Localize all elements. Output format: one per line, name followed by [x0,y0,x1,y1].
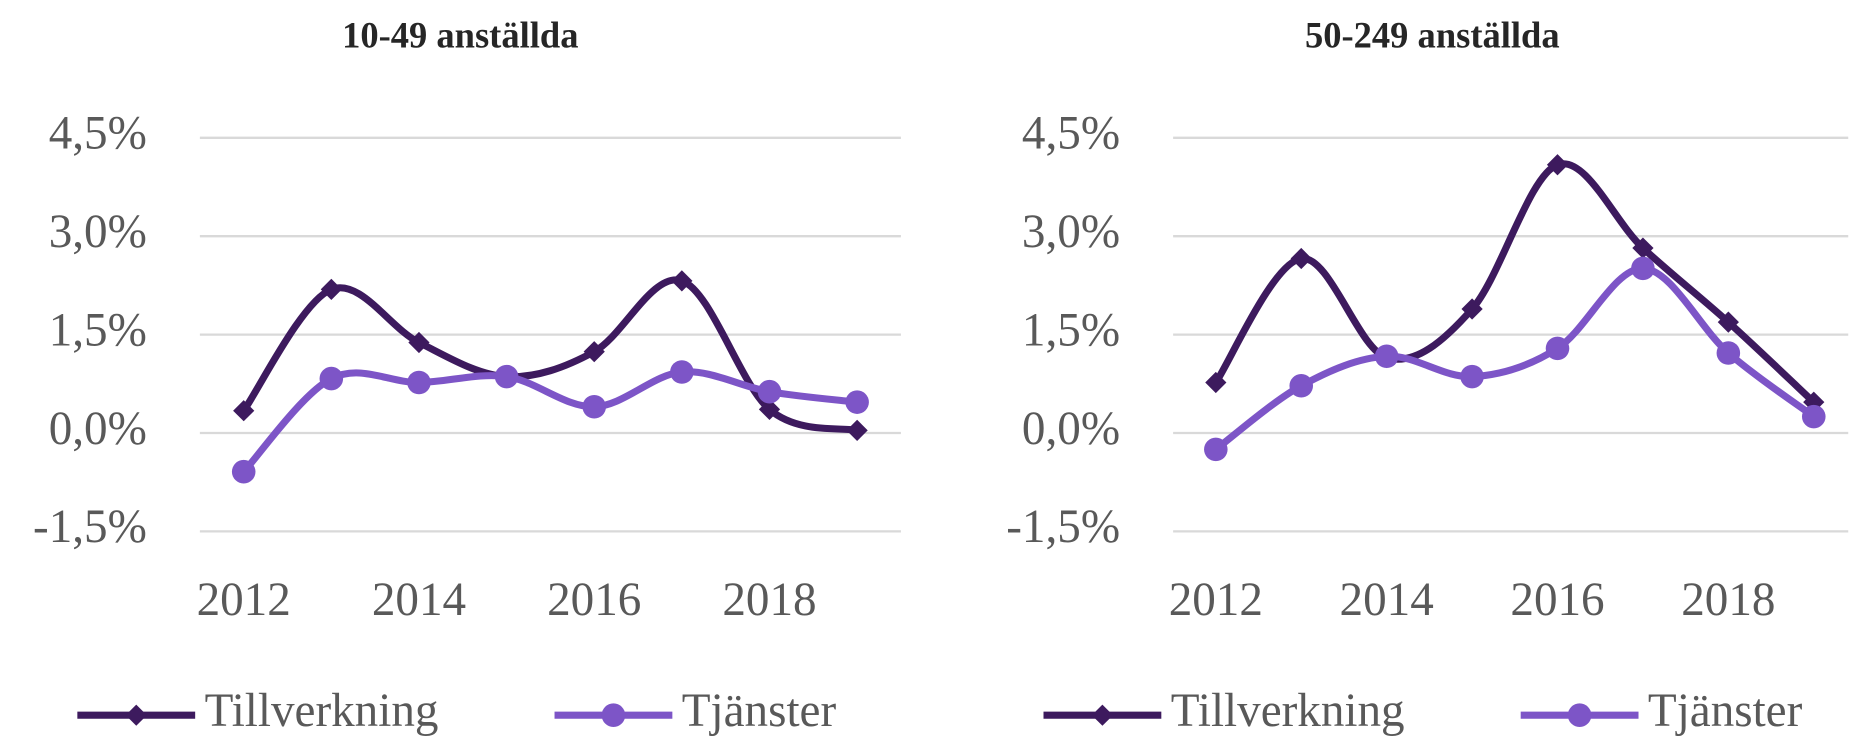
data-point [1461,298,1483,320]
legend-marker [601,703,626,727]
data-point [1204,437,1228,462]
y-tick-label: -1,5% [1006,501,1120,553]
data-point [1460,364,1484,389]
chart-title: 50-249 anställda [1305,14,1560,55]
x-tick-label: 2014 [1340,574,1434,626]
legend-marker [125,704,147,726]
y-tick-label: 1,5% [49,304,147,356]
x-tick-label: 2016 [1510,574,1604,626]
data-point [1545,336,1570,361]
data-point [758,398,781,420]
x-tick-label: 2012 [197,574,291,626]
x-tick-label: 2018 [722,574,816,626]
legend-label: Tillverkning [205,685,439,737]
x-tick-label: 2014 [372,574,466,626]
data-point [1546,154,1569,176]
x-tick-label: 2012 [1169,574,1263,626]
data-point [1801,404,1826,429]
data-point [408,331,430,354]
y-tick-label: 3,0% [1022,206,1120,258]
data-point [233,400,255,422]
y-tick-label: 4,5% [1022,108,1120,160]
y-tick-label: 0,0% [49,403,147,455]
data-point [1631,256,1655,281]
data-point [582,394,607,419]
data-point [757,379,782,404]
data-point [1289,373,1314,398]
chart-title: 10-49 anställda [342,14,578,55]
data-point [494,364,519,389]
x-tick-label: 2016 [547,574,641,626]
y-tick-label: 4,5% [49,108,147,160]
y-tick-label: 1,5% [1022,304,1120,356]
legend-marker [1567,703,1592,727]
data-point [845,390,869,414]
legend-label: Tjänster [682,685,837,737]
y-tick-label: 0,0% [1022,403,1120,455]
data-point [671,270,693,292]
data-point [231,459,256,484]
data-point [1374,344,1399,369]
legend-marker [1091,704,1114,726]
x-tick-label: 2018 [1681,574,1775,626]
data-point [846,419,868,441]
data-point [670,360,694,384]
data-point [1290,247,1312,270]
data-point [407,370,431,395]
data-point [319,366,344,391]
y-tick-label: -1,5% [33,501,147,553]
data-point [1716,341,1741,365]
y-tick-label: 3,0% [49,206,147,258]
data-point [320,278,342,300]
legend-label: Tjänster [1648,685,1803,737]
legend-label: Tillverkning [1171,685,1405,737]
